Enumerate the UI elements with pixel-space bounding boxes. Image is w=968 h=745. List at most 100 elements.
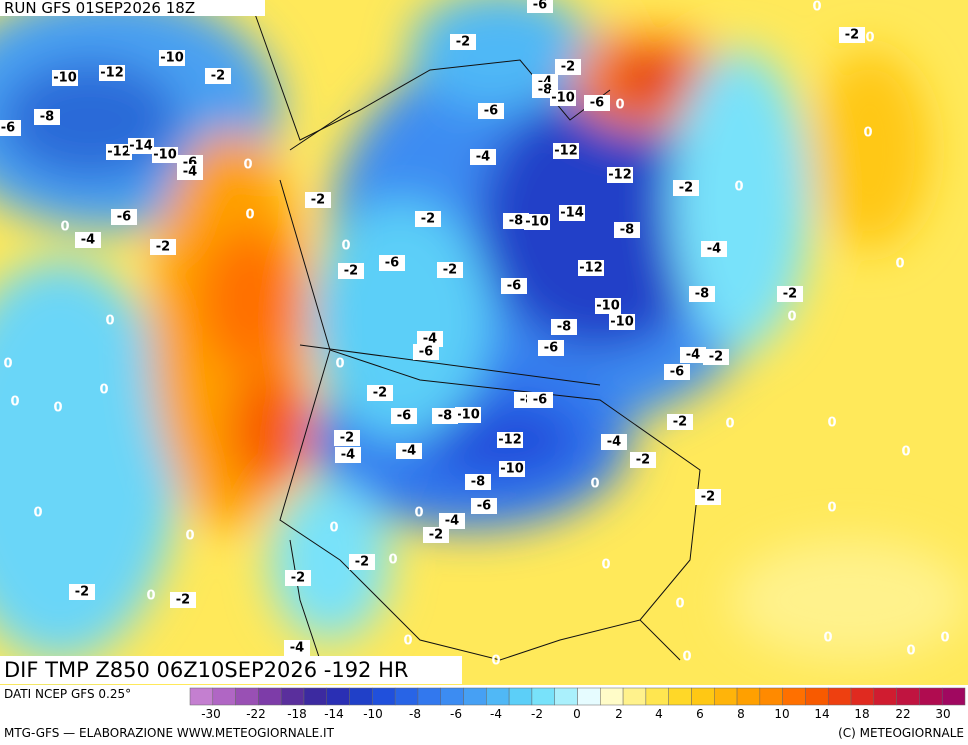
contour-label: -12 — [579, 261, 603, 276]
contour-label: 0 — [787, 310, 796, 325]
contour-label-box — [701, 241, 727, 257]
legend-label: 10 — [774, 707, 789, 721]
legend-label: -4 — [490, 707, 502, 721]
legend-label: -2 — [531, 707, 543, 721]
contour-label: -8 — [538, 83, 552, 98]
contour-label: -2 — [176, 593, 190, 608]
contour-label: -12 — [107, 145, 131, 160]
legend-swatch — [736, 687, 761, 706]
contour-label-box — [497, 432, 523, 448]
contour-label: 0 — [185, 529, 194, 544]
contour-label-box — [305, 192, 331, 208]
contour-label: -6 — [507, 279, 521, 294]
contour-label-box — [170, 592, 196, 608]
contour-label: -2 — [456, 35, 470, 50]
legend-label: -14 — [324, 707, 344, 721]
legend-swatch — [554, 687, 578, 706]
contour-label: -2 — [429, 528, 443, 543]
contour-label-box — [338, 263, 364, 279]
contour-label-box — [471, 498, 497, 514]
contour-label-box — [465, 474, 491, 490]
contour-label: -2 — [75, 585, 89, 600]
contour-label: -10 — [610, 315, 634, 330]
contour-label: -4 — [341, 448, 355, 463]
legend-swatch — [417, 687, 441, 706]
contour-label-box — [667, 414, 693, 430]
contour-label-box — [578, 260, 604, 276]
contour-label-box — [417, 331, 443, 347]
contour-label: -12 — [554, 144, 578, 159]
product-box — [0, 656, 462, 684]
contour-label-box — [614, 222, 640, 238]
contour-label: -12 — [498, 433, 522, 448]
legend-swatch — [303, 687, 328, 706]
contour-label-box — [159, 50, 185, 66]
contour-label: -10 — [160, 51, 184, 66]
credit-text: MTG-GFS — ELABORAZIONE WWW.METEOGIORNALE… — [4, 726, 335, 740]
contour-label: 0 — [146, 589, 155, 604]
contour-label-box — [34, 109, 60, 125]
contour-label-box — [607, 167, 633, 183]
legend-label: 2 — [615, 707, 623, 721]
contour-label-box — [538, 340, 564, 356]
legend-swatch — [827, 687, 852, 706]
contour-label: -2 — [211, 69, 225, 84]
contour-label: -4 — [686, 348, 700, 363]
legend-label: -8 — [409, 707, 421, 721]
legend-swatch — [645, 687, 669, 706]
contour-label: -2 — [701, 490, 715, 505]
contour-label: -2 — [709, 350, 723, 365]
contour-label-box — [391, 408, 417, 424]
copyright-text: (C) METEOGIORNALE — [838, 726, 964, 740]
legend-swatch — [782, 687, 806, 706]
legend-label: 6 — [696, 707, 704, 721]
contour-label-box — [367, 385, 393, 401]
legend-swatch — [714, 687, 738, 706]
contour-label: -4 — [445, 514, 459, 529]
legend-swatch — [873, 687, 897, 706]
contour-label: -2 — [561, 60, 575, 75]
contour-label: -4 — [423, 332, 437, 347]
contour-label: 0 — [940, 631, 949, 646]
contour-label: -4 — [476, 150, 490, 165]
legend-swatch — [622, 687, 647, 706]
contour-label: -6 — [397, 409, 411, 424]
contour-label: 0 — [725, 417, 734, 432]
header-box — [0, 0, 265, 16]
contour-label-box — [423, 527, 449, 543]
contour-label-box — [501, 278, 527, 294]
contour-label: -2 — [636, 453, 650, 468]
contour-label: -8 — [471, 475, 485, 490]
contour-label: 0 — [827, 416, 836, 431]
contour-label-box — [630, 452, 656, 468]
legend-label: 14 — [814, 707, 829, 721]
contour-label: 0 — [105, 314, 114, 329]
contour-label: -4 — [183, 165, 197, 180]
legend-swatch — [349, 687, 373, 706]
contour-label-box — [455, 407, 481, 423]
contour-label: -2 — [340, 431, 354, 446]
contour-label: -8 — [40, 110, 54, 125]
contour-label: 0 — [590, 477, 599, 492]
coastlines — [249, 0, 701, 661]
contour-label: -4 — [607, 435, 621, 450]
legend-swatch — [486, 687, 510, 706]
contour-label: -8 — [620, 223, 634, 238]
legend-swatch — [326, 687, 350, 706]
contour-label: -12 — [100, 66, 124, 81]
contour-label: -6 — [1, 121, 15, 136]
legend-swatch — [850, 687, 875, 706]
contour-label-box — [413, 344, 439, 360]
contour-label-box — [527, 392, 553, 408]
contour-label-box — [703, 349, 729, 365]
contour-label: -2 — [845, 28, 859, 43]
contour-label: -6 — [533, 0, 547, 13]
legend-swatch — [577, 687, 601, 706]
contour-label-box — [595, 298, 621, 314]
contour-label: -14 — [129, 139, 153, 154]
run-title: RUN GFS 01SEP2026 18Z — [4, 0, 195, 17]
legend-swatch — [372, 687, 396, 706]
source-text: DATI NCEP GFS 0.25° — [4, 687, 131, 701]
contour-label-box — [664, 364, 690, 380]
contour-label: 0 — [823, 631, 832, 646]
